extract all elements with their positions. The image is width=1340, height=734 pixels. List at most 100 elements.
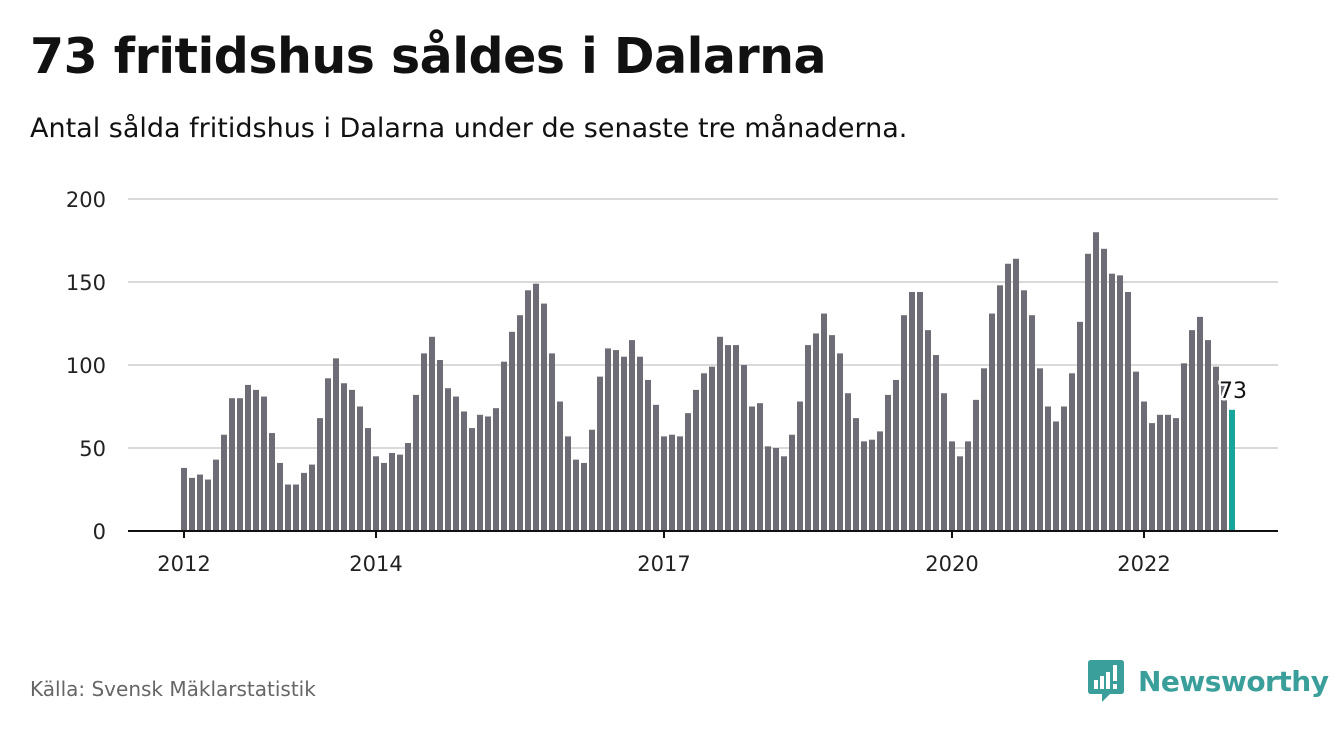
bar <box>477 414 483 531</box>
chart-title: 73 fritidshus såldes i Dalarna <box>30 28 827 85</box>
bar <box>285 484 291 531</box>
bar <box>349 389 355 531</box>
bar <box>565 436 571 531</box>
bar <box>357 406 363 531</box>
bar <box>1141 401 1147 531</box>
bar <box>1077 321 1083 531</box>
bar <box>1213 366 1219 531</box>
bar <box>525 290 531 531</box>
bar <box>261 396 267 531</box>
bar <box>733 345 739 531</box>
bar <box>901 315 907 531</box>
y-tick-label: 150 <box>66 271 106 295</box>
bar <box>1173 418 1179 531</box>
bar <box>413 394 419 531</box>
bar <box>253 389 259 531</box>
x-tick-label: 2012 <box>157 552 210 576</box>
bar <box>1205 340 1211 531</box>
bar <box>405 443 411 531</box>
bar <box>205 479 211 531</box>
bar <box>933 355 939 531</box>
bar <box>517 315 523 531</box>
bar <box>397 454 403 531</box>
bar <box>1005 263 1011 531</box>
bar <box>557 401 563 531</box>
bar <box>941 393 947 531</box>
bar <box>221 434 227 531</box>
bar <box>773 448 779 531</box>
bar <box>445 388 451 531</box>
brand-logo[interactable]: Newsworthy <box>1088 660 1329 702</box>
bar <box>509 331 515 531</box>
bar <box>493 408 499 531</box>
y-tick-label: 200 <box>66 188 106 212</box>
bar <box>861 441 867 531</box>
bar <box>661 436 667 531</box>
bar <box>421 353 427 531</box>
bar <box>885 394 891 531</box>
bar <box>637 356 643 531</box>
bar <box>973 399 979 531</box>
y-tick-label: 50 <box>79 437 106 461</box>
y-tick-label: 100 <box>66 354 106 378</box>
bar <box>877 431 883 531</box>
bar <box>181 467 187 531</box>
bar <box>573 459 579 531</box>
bar <box>1045 406 1051 531</box>
bar <box>917 291 923 531</box>
bar <box>1133 371 1139 531</box>
highlighted-bar <box>1229 409 1235 531</box>
bar <box>669 434 675 531</box>
bar <box>1021 290 1027 531</box>
x-tick-label: 2022 <box>1117 552 1170 576</box>
bar <box>1125 291 1131 531</box>
bar <box>805 345 811 531</box>
bar <box>949 441 955 531</box>
bar <box>1037 368 1043 531</box>
bar <box>789 434 795 531</box>
bar <box>693 389 699 531</box>
newsworthy-logo-icon <box>1088 660 1124 702</box>
bar <box>461 411 467 531</box>
bar <box>717 336 723 531</box>
bar <box>645 379 651 531</box>
bar <box>189 477 195 531</box>
bar <box>909 291 915 531</box>
bar <box>1181 363 1187 531</box>
bar <box>341 383 347 531</box>
bar <box>997 285 1003 531</box>
bar <box>893 379 899 531</box>
bar <box>741 365 747 531</box>
bar <box>237 398 243 531</box>
bar <box>765 446 771 531</box>
bar <box>429 336 435 531</box>
bar <box>1093 232 1099 531</box>
bar <box>1029 315 1035 531</box>
bar <box>1053 421 1059 531</box>
bar <box>1109 273 1115 531</box>
bar <box>533 283 539 531</box>
bar <box>837 353 843 531</box>
bar <box>845 393 851 531</box>
bar <box>1157 414 1163 531</box>
bar <box>957 456 963 531</box>
source-note: Källa: Svensk Mäklarstatistik <box>30 677 316 701</box>
bar <box>213 459 219 531</box>
bar <box>301 472 307 531</box>
bar <box>373 456 379 531</box>
y-tick-label: 0 <box>93 520 106 544</box>
bar <box>869 439 875 531</box>
x-tick-label: 2014 <box>349 552 402 576</box>
bar <box>1165 414 1171 531</box>
bar <box>709 366 715 531</box>
bar <box>541 303 547 531</box>
bar <box>581 462 587 531</box>
bar <box>501 361 507 531</box>
bar <box>1197 316 1203 531</box>
bar <box>677 436 683 531</box>
bar <box>1013 258 1019 531</box>
bar <box>605 348 611 531</box>
bar <box>597 376 603 531</box>
bar-chart: 0 50 100 150 200 2012 2014 2017 2020 2022 73 <box>66 188 1278 576</box>
bar <box>1221 384 1227 531</box>
